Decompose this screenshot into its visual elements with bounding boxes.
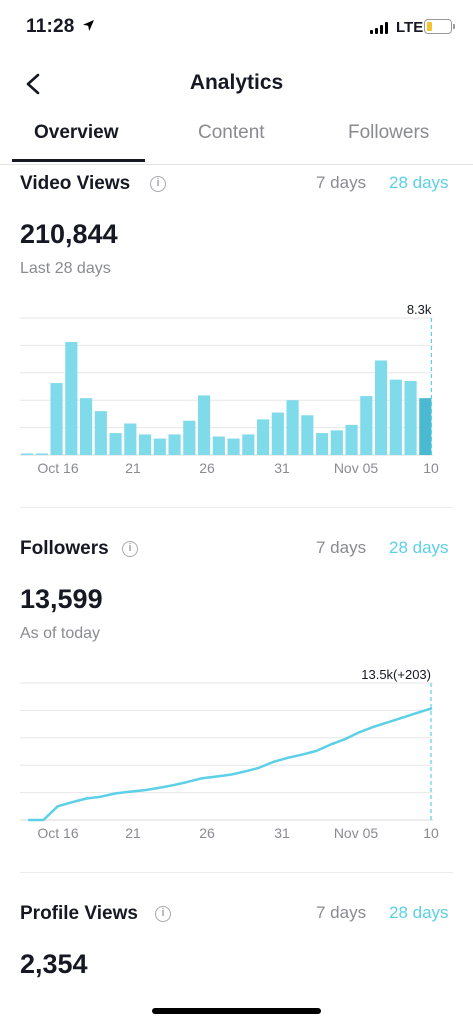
chart-bar — [183, 420, 196, 455]
chart-bar — [257, 419, 270, 455]
chevron-left-icon[interactable] — [20, 70, 48, 98]
chart-bar — [345, 424, 358, 455]
signal-icon — [370, 22, 390, 34]
x-tick-label: 26 — [199, 825, 215, 841]
chart-bar — [35, 453, 48, 455]
range-7-days-button[interactable]: 7 days — [316, 538, 367, 557]
chart-bar — [286, 400, 299, 455]
tab-content[interactable]: Content — [198, 122, 265, 143]
video-views-title: Video Views — [20, 173, 131, 194]
x-tick-label: 21 — [125, 460, 141, 476]
chart-bar — [94, 411, 107, 455]
page-title: Analytics — [189, 71, 284, 94]
chart-bar — [301, 415, 314, 455]
range-28-days-button[interactable]: 28 days — [389, 173, 449, 192]
x-tick-label: 10 — [423, 825, 439, 841]
chart-bar — [153, 438, 166, 455]
chart-bar — [419, 398, 432, 455]
chart-bar — [109, 433, 122, 455]
chart-bar — [124, 423, 137, 455]
range-7-days-button[interactable]: 7 days — [316, 903, 367, 922]
followers-caption: As of today — [20, 625, 101, 642]
profile-views-title: Profile Views — [20, 903, 138, 924]
chart-bar — [139, 434, 152, 455]
range-28-days-button[interactable]: 28 days — [389, 903, 449, 922]
chart-bar — [21, 453, 34, 455]
chart-bar — [242, 434, 255, 455]
followers-line — [27, 707, 433, 822]
followers-title: Followers — [20, 538, 109, 559]
chart-bar — [198, 395, 211, 455]
x-tick-label: 26 — [199, 460, 215, 476]
tab-overview[interactable]: Overview — [34, 122, 119, 143]
chart-bar — [389, 379, 402, 455]
info-icon[interactable]: i — [155, 906, 171, 922]
status-time: 11:28 — [26, 16, 75, 37]
info-icon[interactable]: i — [122, 541, 138, 557]
x-tick-label: 31 — [274, 460, 290, 476]
network-type: LTE — [396, 19, 424, 36]
chart-bar — [80, 398, 93, 455]
active-tab-indicator — [12, 159, 145, 162]
range-28-days-button[interactable]: 28 days — [389, 538, 449, 557]
chart-bar — [330, 430, 343, 455]
range-7-days-button[interactable]: 7 days — [316, 173, 367, 192]
status-bar: 11:28 LTE — [0, 0, 473, 58]
profile-views-total: 2,354 — [20, 949, 88, 979]
chart-bar — [404, 381, 417, 455]
home-indicator[interactable] — [152, 1008, 321, 1014]
battery-icon — [424, 19, 455, 34]
x-tick-label: Oct 16 — [37, 825, 78, 841]
location-arrow-icon — [83, 20, 94, 31]
chart-bar — [375, 360, 388, 455]
chart-bar — [360, 396, 373, 455]
video-views-chart: Oct 16 21 26 31 Nov 05 10 8.3k — [20, 302, 439, 476]
followers-chart: Oct 16 21 26 31 Nov 05 10 13.5k(+203) — [20, 667, 439, 841]
tooltip-value: 13.5k(+203) — [361, 667, 431, 682]
info-icon[interactable]: i — [150, 176, 166, 192]
chart-bar — [65, 341, 78, 455]
x-tick-label: Nov 05 — [334, 460, 379, 476]
video-views-caption: Last 28 days — [20, 260, 111, 277]
section-divider — [20, 872, 453, 873]
chart-bar — [168, 434, 181, 455]
x-tick-label: Oct 16 — [37, 460, 78, 476]
video-views-total: 210,844 — [20, 219, 118, 249]
chart-bar — [212, 436, 225, 455]
chart-bar — [316, 433, 329, 455]
tab-followers[interactable]: Followers — [348, 122, 430, 143]
x-tick-label: 31 — [274, 825, 290, 841]
x-tick-label: 21 — [125, 825, 141, 841]
chart-bar — [271, 412, 284, 455]
section-divider — [20, 507, 453, 508]
followers-total: 13,599 — [20, 584, 103, 614]
chart-bar — [50, 383, 63, 455]
x-tick-label: Nov 05 — [334, 825, 379, 841]
tooltip-value: 8.3k — [407, 302, 432, 317]
tab-bar: Overview Content Followers — [0, 112, 473, 165]
chart-bar — [227, 438, 240, 455]
x-tick-label: 10 — [423, 460, 439, 476]
